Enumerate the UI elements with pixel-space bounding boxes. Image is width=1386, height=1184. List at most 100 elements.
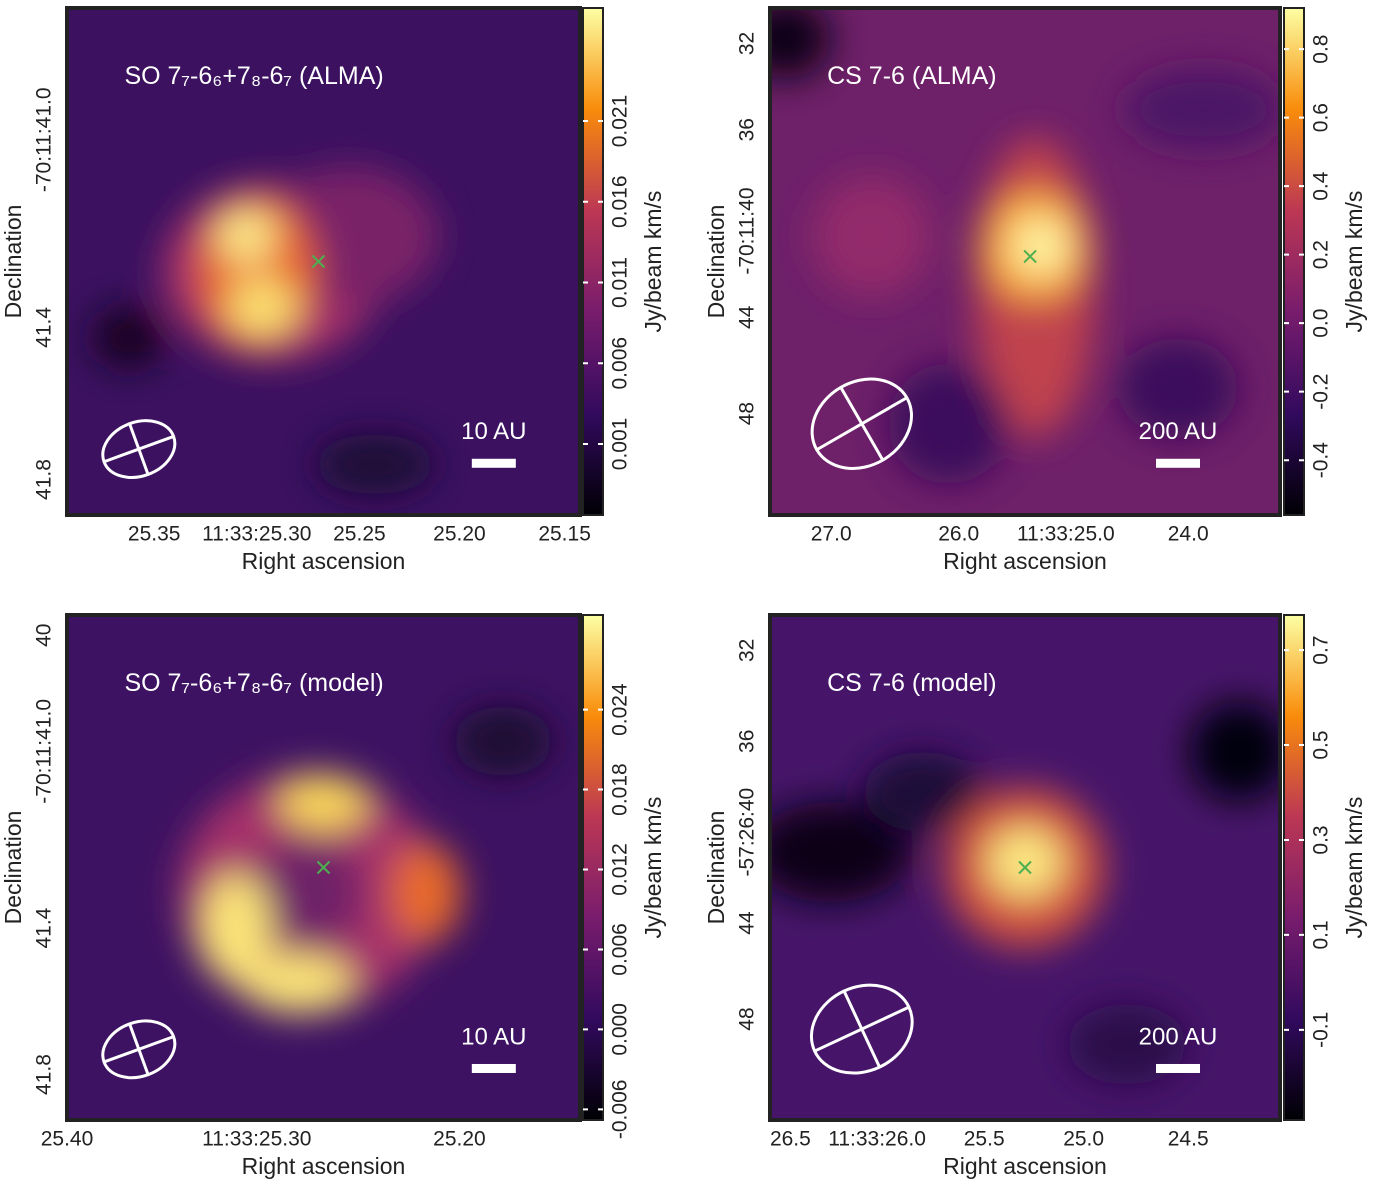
x-axis-label: Right ascension bbox=[242, 548, 406, 574]
scale-bar bbox=[1156, 1063, 1200, 1073]
emission bbox=[770, 8, 1280, 484]
emission-blob bbox=[863, 751, 983, 832]
beam-axes bbox=[103, 423, 175, 475]
panel: CS 7-6 (ALMA) 200 AU 27.0 26.0 11:33:25.0 24.… bbox=[703, 6, 1367, 574]
x-tick-label: 11:33:25.0 bbox=[1017, 523, 1115, 546]
y-tick-label: 41.4 bbox=[33, 907, 56, 948]
panel-title: CS 7-6 (ALMA) bbox=[827, 62, 996, 90]
colorbar-tick-label: -0.1 bbox=[1310, 1012, 1333, 1048]
panel-title: SO 7₇-6₆+7₈-6₇ (model) bbox=[124, 669, 383, 697]
emission-blob bbox=[1118, 338, 1238, 439]
colorbar-tick-label: -0.006 bbox=[609, 1080, 632, 1140]
beam bbox=[101, 419, 177, 479]
x-tick-label: 24.0 bbox=[1168, 523, 1209, 546]
y-axis-label: Declination bbox=[0, 205, 26, 319]
y-tick-label: 44 bbox=[736, 305, 759, 329]
x-tick-label: 25.5 bbox=[964, 1128, 1005, 1151]
x-tick-label: 25.35 bbox=[128, 523, 181, 546]
x-tick-label: 25.15 bbox=[538, 523, 591, 546]
source-marker bbox=[1023, 249, 1037, 264]
x-tick-label: 24.5 bbox=[1168, 1128, 1209, 1151]
y-tick-label: -70:11:41.0 bbox=[33, 87, 56, 192]
emission-blob bbox=[1010, 216, 1071, 277]
colorbar-tick-label: 0.1 bbox=[1310, 920, 1333, 949]
emission-blob bbox=[1123, 69, 1280, 150]
x-tick-label: 26.0 bbox=[938, 523, 979, 546]
scale-bar-label: 200 AU bbox=[1139, 1023, 1218, 1050]
colorbar-tick-label: 0.016 bbox=[609, 175, 632, 228]
colorbar-tick-label: 0.006 bbox=[609, 337, 632, 390]
x-tick-label: 11:33:26.0 bbox=[828, 1128, 926, 1151]
y-tick-label: -70:11:41.0 bbox=[33, 699, 56, 804]
emission-blob bbox=[987, 827, 1063, 898]
x-tick-label: 25.25 bbox=[333, 523, 386, 546]
x-tick-label: 25.0 bbox=[1063, 1128, 1104, 1151]
frame bbox=[768, 613, 1282, 1122]
y-tick-label: 36 bbox=[736, 730, 759, 753]
beam-axes bbox=[816, 386, 908, 461]
scale-bar bbox=[1156, 458, 1200, 468]
panel-title: SO 7₇-6₆+7₈-6₇ (ALMA) bbox=[124, 62, 383, 90]
colorbar-tick-label: 0.011 bbox=[609, 257, 632, 308]
emission-blob bbox=[93, 307, 164, 368]
colorbar-label: Jy/beam km/s bbox=[1341, 797, 1367, 939]
beam bbox=[810, 377, 913, 470]
x-tick-label: 11:33:25.30 bbox=[202, 523, 311, 546]
emission-blob bbox=[226, 277, 297, 338]
x-tick-label: 26.5 bbox=[770, 1128, 811, 1151]
colorbar-tick-label: 0.3 bbox=[1310, 825, 1333, 854]
x-tick-label: 27.0 bbox=[811, 523, 852, 546]
map-image bbox=[67, 8, 580, 515]
y-tick-label: 41.8 bbox=[33, 459, 56, 500]
y-tick-label: 41.8 bbox=[33, 1054, 56, 1095]
colorbar-tick-label: 0.021 bbox=[609, 95, 632, 148]
scale-bar-label: 10 AU bbox=[461, 418, 526, 445]
panel: SO 7₇-6₆+7₈-6₇ (model) 10 AU 25.40 11:33:25… bbox=[0, 613, 666, 1179]
y-tick-label: 44 bbox=[736, 911, 759, 935]
colorbar-tick-label: 0.001 bbox=[609, 418, 632, 471]
emission-blob bbox=[453, 706, 554, 777]
emission-blob bbox=[770, 802, 912, 903]
panel: CS 7-6 (model) 200 AU 26.5 11:33:26.0 25.5 25… bbox=[703, 613, 1367, 1179]
colorbar-label: Jy/beam km/s bbox=[640, 191, 666, 333]
y-axis-label: Declination bbox=[0, 811, 26, 925]
emission-blob bbox=[216, 208, 277, 265]
y-tick-label: 32 bbox=[736, 32, 759, 55]
colorbar bbox=[582, 614, 604, 1121]
emission-blob bbox=[278, 773, 369, 830]
y-axis-label: Declination bbox=[703, 811, 729, 925]
emission-blob bbox=[314, 434, 435, 495]
source-marker bbox=[1018, 860, 1032, 875]
y-tick-label: -57:26:40 bbox=[736, 788, 759, 877]
source-marker bbox=[311, 254, 326, 269]
y-tick-label: 41.4 bbox=[33, 307, 56, 348]
x-axis-label: Right ascension bbox=[242, 1153, 406, 1179]
y-tick-label: 36 bbox=[736, 118, 759, 141]
x-tick-label: 25.40 bbox=[41, 1128, 94, 1151]
beam-axes bbox=[103, 1023, 175, 1076]
y-tick-label: 32 bbox=[736, 639, 759, 662]
colorbar-tick-label: 0.8 bbox=[1310, 35, 1333, 64]
emission-blob bbox=[1189, 701, 1280, 802]
x-axis-label: Right ascension bbox=[943, 548, 1107, 574]
y-tick-label: -70:11:40 bbox=[736, 187, 759, 274]
beam-axes bbox=[814, 990, 910, 1068]
x-tick-label: 11:33:25.30 bbox=[202, 1128, 311, 1151]
scale-bar-label: 200 AU bbox=[1139, 418, 1218, 445]
frame bbox=[65, 6, 582, 517]
colorbar-tick-label: 0.5 bbox=[1310, 730, 1333, 759]
emission-blob bbox=[253, 837, 364, 948]
panel: SO 7₇-6₆+7₈-6₇ (ALMA) 10 AU 25.35 11:33:25.… bbox=[0, 6, 666, 574]
colorbar-tick-label: 0.024 bbox=[609, 683, 632, 736]
colorbar-tick-label: 0.006 bbox=[609, 923, 632, 976]
panel-title: CS 7-6 (model) bbox=[827, 669, 997, 697]
emission-blob bbox=[201, 873, 272, 984]
x-tick-label: 25.20 bbox=[433, 1128, 486, 1151]
emission bbox=[93, 166, 440, 495]
y-axis-label: Declination bbox=[703, 205, 729, 319]
colorbar-tick-label: 0.6 bbox=[1310, 103, 1333, 132]
emission-blob bbox=[391, 842, 462, 943]
emission bbox=[178, 706, 554, 1014]
x-tick-label: 25.20 bbox=[433, 523, 486, 546]
